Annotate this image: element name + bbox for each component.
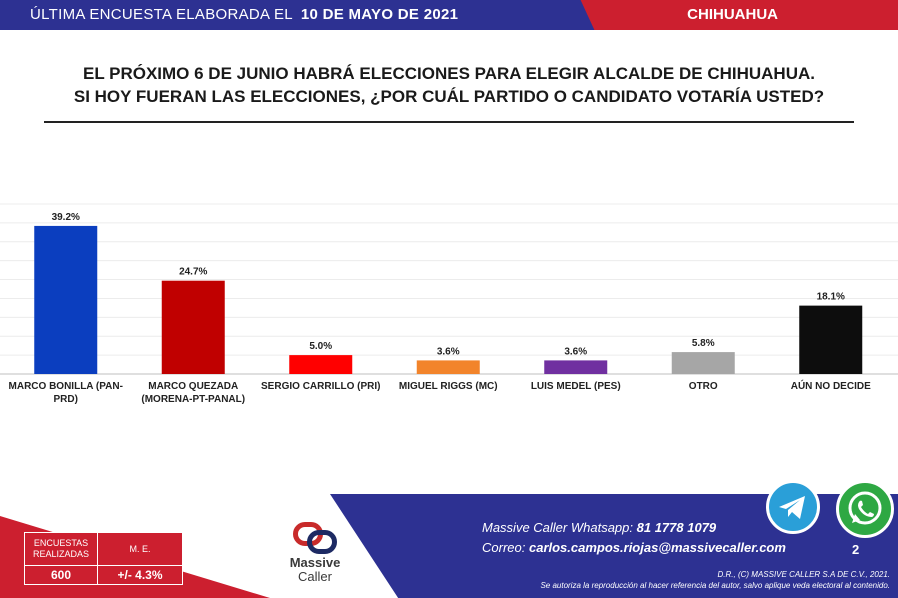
category-label: MIGUEL RIGGS (MC) bbox=[398, 381, 498, 392]
category-label: LUIS MEDEL (PES) bbox=[530, 381, 621, 392]
bar bbox=[799, 305, 863, 374]
city-label: CHIHUAHUA bbox=[687, 6, 778, 23]
category-label: AÚN NO DECIDE bbox=[790, 381, 871, 392]
category-label: OTRO bbox=[688, 381, 718, 392]
category-label: MARCO BONILLA (PAN-PRD) bbox=[8, 381, 123, 405]
copyright-line-1: D.R., (C) MASSIVE CALLER S.A DE C.V., 20… bbox=[717, 570, 891, 579]
header-bar: ÚLTIMA ENCUESTA ELABORADA EL 10 DE MAYO … bbox=[0, 0, 898, 30]
bar-value-label: 18.1% bbox=[817, 292, 845, 303]
survey-stats-table: ENCUESTAS REALIZADAS M. E. 600 +/- 4.3% bbox=[24, 532, 183, 585]
bar-value-label: 5.8% bbox=[692, 338, 715, 349]
bar bbox=[671, 352, 735, 374]
bar-chart: 39.2% 24.7% 5.0% 3.6% 3.6% 5.8% 18.1% MARCO BO… bbox=[0, 190, 898, 420]
bar bbox=[289, 355, 353, 374]
copyright-text: D.R., (C) MASSIVE CALLER S.A DE C.V., 20… bbox=[540, 569, 890, 591]
telegram-icon bbox=[766, 480, 820, 534]
massive-caller-logo: Massive Caller bbox=[280, 520, 350, 583]
whatsapp-icon bbox=[836, 480, 894, 538]
category-label: MARCO QUEZADA (MORENA-PT-PANAL) bbox=[141, 381, 246, 405]
survey-date: 10 DE MAYO DE 2021 bbox=[300, 6, 459, 23]
bar-value-label: 24.7% bbox=[179, 267, 207, 278]
bar bbox=[416, 360, 480, 374]
bar bbox=[161, 280, 225, 374]
bar-value-label: 39.2% bbox=[52, 212, 80, 223]
bar-value-label: 5.0% bbox=[309, 341, 332, 352]
bar-chart-svg: 39.2% 24.7% 5.0% 3.6% 3.6% 5.8% 18.1% bbox=[0, 203, 898, 375]
copyright-line-2: Se autoriza la reproducción al hacer ref… bbox=[540, 581, 890, 590]
bar-value-label: 3.6% bbox=[564, 346, 587, 357]
contact-info: Massive Caller Whatsapp: 81 1778 1079 Co… bbox=[482, 518, 786, 558]
survey-date-prefix: ÚLTIMA ENCUESTA ELABORADA EL bbox=[30, 6, 293, 23]
bar bbox=[34, 225, 98, 374]
email-line: Correo: carlos.campos.riojas@massivecall… bbox=[482, 538, 786, 558]
question-line-2: SI HOY FUERAN LAS ELECCIONES, ¿POR CUÁL … bbox=[73, 87, 825, 106]
whatsapp-line: Massive Caller Whatsapp: 81 1778 1079 bbox=[482, 518, 786, 538]
whatsapp-number: 81 1778 1079 bbox=[636, 520, 717, 535]
title-underline bbox=[44, 121, 854, 123]
page-number: 2 bbox=[852, 542, 860, 557]
surveys-value: 600 bbox=[24, 565, 98, 585]
category-label: SERGIO CARRILLO (PRI) bbox=[261, 381, 381, 392]
margin-of-error-value: +/- 4.3% bbox=[97, 565, 183, 585]
question-title: EL PRÓXIMO 6 DE JUNIO HABRÁ ELECCIONES P… bbox=[0, 62, 898, 108]
email-address: carlos.campos.riojas@massivecaller.com bbox=[528, 540, 786, 555]
bar-value-label: 3.6% bbox=[437, 346, 460, 357]
header-red-band bbox=[580, 0, 898, 30]
surveys-label: ENCUESTAS REALIZADAS bbox=[24, 532, 98, 566]
logo-text-1: Massive bbox=[289, 555, 341, 570]
margin-of-error-label: M. E. bbox=[97, 532, 183, 566]
logo-mark-icon bbox=[287, 520, 343, 556]
question-line-1: EL PRÓXIMO 6 DE JUNIO HABRÁ ELECCIONES P… bbox=[82, 64, 815, 83]
logo-text-2: Caller bbox=[298, 569, 332, 584]
email-label: Correo: bbox=[482, 540, 526, 555]
bar bbox=[544, 360, 608, 374]
whatsapp-label: Massive Caller Whatsapp: bbox=[482, 520, 633, 535]
survey-date-text: ÚLTIMA ENCUESTA ELABORADA EL 10 DE MAYO … bbox=[30, 6, 458, 23]
